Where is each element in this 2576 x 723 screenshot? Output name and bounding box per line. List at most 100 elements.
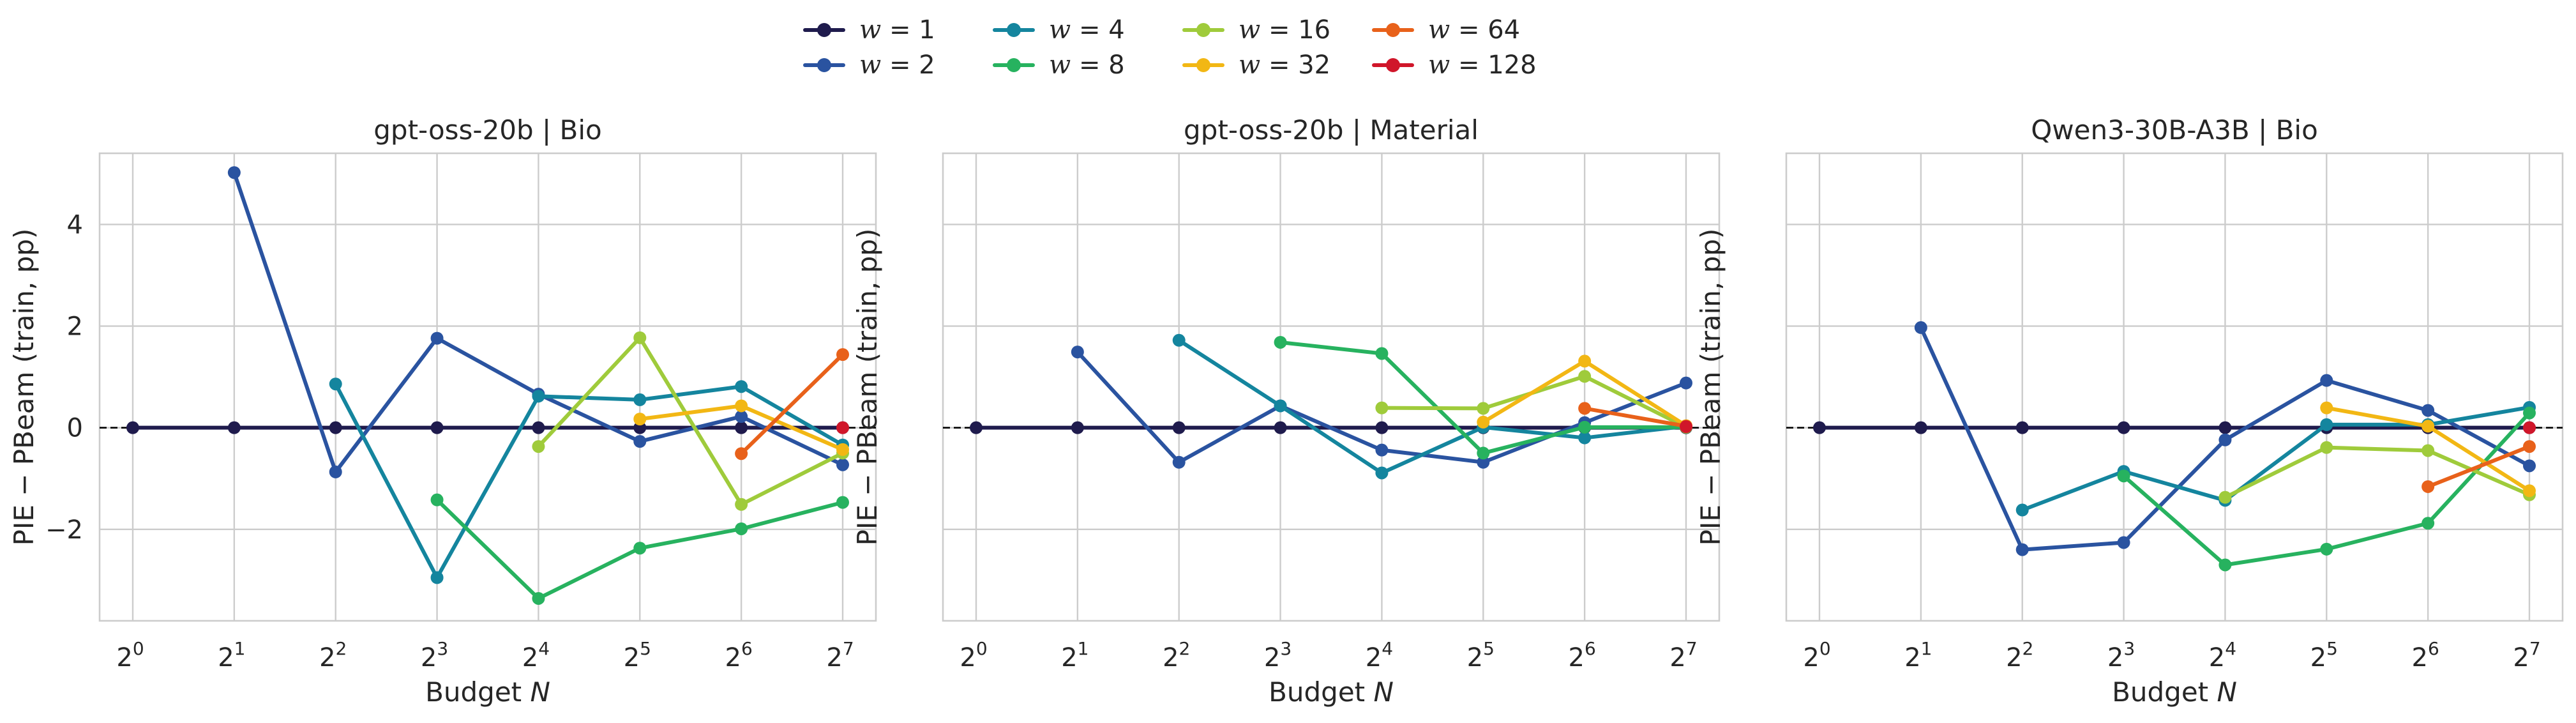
series-w-128: [2523, 421, 2536, 434]
data-point: [836, 458, 849, 471]
x-tick-label: 21: [1061, 638, 1088, 673]
data-point: [2117, 469, 2130, 483]
series-w-4: [2015, 400, 2536, 517]
x-tick-label: 24: [1366, 638, 1393, 673]
data-point: [227, 421, 241, 434]
series-w-4: [329, 377, 849, 584]
series-w-16: [1375, 370, 1692, 434]
data-point: [1274, 421, 1287, 434]
x-tick-label: 27: [2513, 638, 2540, 673]
data-point: [2015, 503, 2029, 517]
legend-label-value: = 8: [1071, 50, 1125, 80]
legend-label: w = 16: [1239, 13, 1330, 47]
legend-label-var: w: [1049, 50, 1071, 80]
legend-marker-swatch: [1386, 58, 1400, 72]
legend-label: w = 8: [1049, 48, 1125, 82]
data-point: [1172, 421, 1186, 434]
legend-label: w = 4: [1049, 13, 1125, 47]
data-point: [633, 331, 647, 344]
data-point: [227, 166, 241, 179]
series-w-8: [2117, 406, 2536, 572]
data-point: [836, 421, 849, 434]
legend-label-var: w: [1428, 15, 1450, 45]
x-tick-label: 27: [1669, 638, 1697, 673]
data-point: [2523, 459, 2536, 473]
data-point: [735, 498, 748, 511]
data-point: [970, 421, 983, 434]
legend-label-var: w: [1428, 50, 1450, 80]
x-tick-label: 23: [1264, 638, 1292, 673]
data-point: [430, 571, 444, 584]
legend-entry-w-64: w = 64: [1372, 13, 1557, 47]
data-point: [2320, 374, 2333, 387]
x-axis-label: Budget N: [2112, 676, 2237, 708]
x-tick-label: 22: [319, 638, 347, 673]
legend-entry-w-8: w = 8: [993, 48, 1178, 82]
data-point: [2422, 480, 2435, 493]
data-point: [1680, 376, 1692, 390]
series-w-8: [430, 493, 849, 605]
x-tick-label: 26: [725, 638, 753, 673]
data-point: [2320, 542, 2333, 556]
data-point: [126, 421, 139, 434]
data-point: [735, 399, 748, 413]
data-point: [1477, 446, 1490, 460]
legend-label-value: = 1: [881, 15, 935, 45]
data-point: [430, 493, 444, 506]
data-point: [633, 542, 647, 555]
data-point: [1071, 421, 1084, 434]
data-point: [2218, 558, 2232, 572]
x-tick-label: 27: [826, 638, 854, 673]
series-w-32: [633, 399, 849, 456]
data-point: [1578, 354, 1592, 368]
data-point: [735, 522, 748, 535]
data-point: [1578, 370, 1592, 383]
x-tick-label: 24: [522, 638, 550, 673]
legend-label-var: w: [859, 50, 882, 80]
data-point: [633, 413, 647, 426]
data-point: [2523, 440, 2536, 453]
plot-frame: [1785, 152, 2564, 622]
plot-frame: [942, 152, 1721, 622]
data-point: [1375, 466, 1389, 480]
x-tick-label: 22: [2006, 638, 2033, 673]
data-point: [430, 331, 444, 345]
data-point: [2117, 421, 2130, 434]
y-tick-label: 0: [67, 414, 83, 443]
data-point: [2422, 444, 2435, 457]
x-tick-label: 21: [218, 638, 245, 673]
legend-marker-swatch: [1386, 23, 1400, 37]
data-point: [2320, 441, 2333, 454]
legend-label: w = 2: [859, 48, 935, 82]
legend-entry-w-4: w = 4: [993, 13, 1178, 47]
series-line: [2223, 445, 2531, 499]
legend-marker-swatch: [1196, 58, 1210, 72]
data-point: [1375, 347, 1389, 360]
data-point: [735, 421, 748, 434]
legend-label: w = 1: [859, 13, 935, 47]
legend-label-value: = 16: [1260, 15, 1331, 45]
data-point: [2422, 404, 2435, 417]
data-point: [633, 393, 647, 406]
y-tick-label: −2: [45, 515, 83, 545]
x-tick-label: 20: [960, 638, 987, 673]
y-axis-label: PIE − PBeam (train, pp): [1695, 229, 1726, 546]
x-tick-label: 21: [1904, 638, 1932, 673]
legend-entry-w-1: w = 1: [803, 13, 988, 47]
data-point: [532, 591, 545, 605]
data-point: [2218, 433, 2232, 446]
series-line: [1583, 406, 1688, 429]
panel-2: 20 21 22 23 24 25 26 27 gpt-oss-20b | Material Bu…: [852, 114, 1721, 708]
data-point: [1172, 333, 1186, 347]
data-point: [1813, 421, 1826, 434]
y-axis-label: PIE − PBeam (train, pp): [8, 229, 40, 546]
data-point: [532, 421, 545, 434]
y-tick-label: 4: [67, 210, 83, 240]
data-point: [329, 377, 342, 391]
legend-label: w = 64: [1428, 13, 1520, 47]
data-point: [2218, 421, 2232, 434]
panel-title: gpt-oss-20b | Material: [1184, 114, 1479, 146]
panel-title: gpt-oss-20b | Bio: [373, 114, 601, 146]
x-tick-label: 24: [2209, 638, 2236, 673]
